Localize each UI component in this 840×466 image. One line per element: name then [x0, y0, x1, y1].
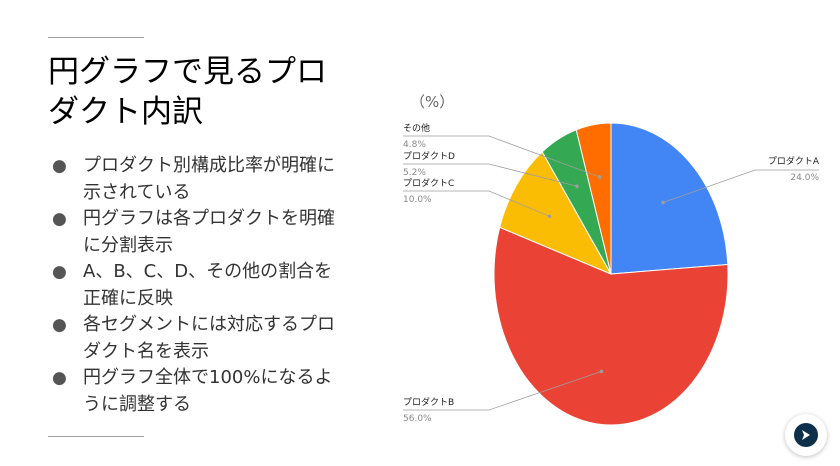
pie-slice [493, 226, 729, 426]
bullet-item: ● 円グラフは各プロダクトを明確 に分割表示 [48, 206, 388, 259]
leader-dot [599, 369, 604, 374]
slice-value-label: 5.2% [403, 168, 426, 178]
bullet-item: ● A、B、C、D、その他の割合を 正確に反映 [48, 259, 388, 312]
slice-label: プロダクトC [403, 177, 454, 189]
leader-dot [575, 184, 579, 189]
slice-label: プロダクトA [768, 155, 820, 167]
bullet-text-line: に分割表示 [83, 234, 173, 256]
leader-line [662, 169, 819, 203]
chart-unit-label: （%） [410, 93, 454, 111]
sparkle-icon [794, 423, 818, 447]
slice-label: プロダクトB [403, 396, 454, 408]
bullet-dot: ● [52, 368, 67, 388]
bullet-text-line: プロダクト別構成比率が明確に [83, 155, 335, 176]
assistant-button[interactable] [785, 414, 827, 456]
pie-slice [610, 122, 729, 275]
slide-title-line: 円グラフで見るプロ [48, 54, 327, 90]
bullet-text-line: 正確に反映 [83, 287, 173, 309]
slice-value-label: 56.0% [403, 414, 432, 424]
bottom-divider [48, 436, 144, 437]
slice-label: その他 [403, 122, 430, 134]
bullet-text-line: ダクト名を表示 [83, 340, 209, 362]
pie-slice [499, 151, 613, 276]
bullet-item: ● 各セグメントには対応するプロ ダクト名を表示 [48, 312, 388, 365]
leader-line [403, 163, 577, 187]
bullet-dot: ● [52, 156, 67, 176]
bullet-text-line: A、B、C、D、その他の割合を [83, 261, 333, 282]
bullet-text-line: 示されている [83, 181, 191, 203]
bullet-text-line: 円グラフは各プロダクトを明確 [83, 208, 335, 229]
leader-dot [661, 200, 665, 205]
bullet-item: ● 円グラフ全体で100%になるよ うに調整する [48, 365, 388, 418]
bullet-list: ● プロダクト別構成比率が明確に 示されている ● 円グラフは各プロダクトを明確… [48, 153, 388, 418]
leader-dot [547, 214, 552, 219]
bullet-dot: ● [52, 315, 67, 335]
leader-dot [597, 175, 602, 179]
slide-title: 円グラフで見るプロ ダクト内訳 [48, 52, 378, 132]
leader-line [403, 370, 602, 411]
slice-label: プロダクトD [403, 150, 455, 162]
slice-value-label: 4.8% [403, 140, 426, 150]
bullet-text-line: うに調整する [83, 393, 191, 415]
bullet-dot: ● [52, 209, 67, 229]
bullet-text-line: 各セグメントには対応するプロ [83, 314, 335, 335]
leader-line [403, 135, 600, 178]
bullet-item: ● プロダクト別構成比率が明確に 示されている [48, 153, 388, 206]
top-divider [48, 37, 144, 38]
pie-slice [575, 122, 612, 275]
slice-value-label: 24.0% [790, 173, 819, 183]
slide-title-line: ダクト内訳 [48, 94, 203, 130]
slice-value-label: 10.0% [403, 195, 432, 205]
bullet-dot: ● [52, 262, 67, 282]
leader-line [403, 190, 550, 217]
bullet-text-line: 円グラフ全体で100%になるよ [83, 367, 333, 388]
